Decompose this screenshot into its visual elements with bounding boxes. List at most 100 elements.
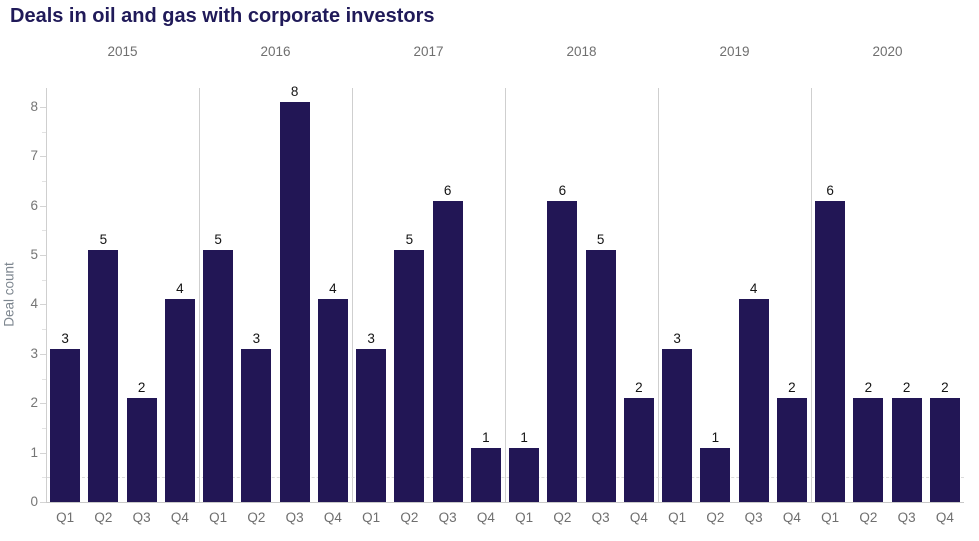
x-tick-label: Q1 [362,510,381,525]
bar-2020-Q2[interactable] [853,398,883,502]
bar-2015-Q2[interactable] [88,250,118,502]
x-tick-label: Q4 [170,510,189,525]
bar-2019-Q3[interactable] [739,299,769,502]
bar-2017-Q3[interactable] [433,201,463,502]
y-tick-label: 5 [30,247,38,262]
bar-value-label: 2 [941,380,949,395]
x-tick-label: Q1 [668,510,687,525]
x-tick-label: Q2 [706,510,725,525]
bar-2017-Q1[interactable] [356,349,386,502]
x-tick-label: Q2 [400,510,419,525]
bar-value-label: 2 [137,380,146,395]
bar-value-label: 5 [405,232,414,247]
y-tick-label: 7 [30,148,38,163]
bar-value-label: 6 [443,183,452,198]
bar-value-label: 3 [252,331,261,346]
bar-2015-Q4[interactable] [165,299,195,502]
bar-value-label: 2 [788,380,796,395]
y-tick-mark [40,502,46,503]
bar-value-label: 4 [176,281,184,296]
y-tick-mark [40,354,46,355]
y-tick-label: 6 [30,198,38,213]
x-tick-label: Q2 [247,510,266,525]
x-tick-label: Q1 [209,510,228,525]
x-tick-label: Q1 [821,510,840,525]
y-tick-mark [40,304,46,305]
bar-2016-Q4[interactable] [318,299,348,502]
year-separator [811,88,812,502]
bar-2016-Q3[interactable] [280,102,310,502]
x-tick-label: Q3 [438,510,457,525]
y-tick-label: 8 [30,99,38,114]
bar-2017-Q4[interactable] [471,448,501,502]
bar-value-label: 5 [214,232,222,247]
y-minor-tick-mark [42,280,46,281]
y-tick-label: 0 [30,494,38,509]
y-axis-line [46,88,47,502]
x-tick-label: Q3 [132,510,151,525]
year-label: 2017 [413,44,444,59]
y-tick-label: 1 [30,445,38,460]
y-tick-label: 4 [30,296,38,311]
bar-2015-Q1[interactable] [50,349,80,502]
y-tick-mark [40,453,46,454]
bar-value-label: 3 [367,331,375,346]
year-label: 2018 [566,44,597,59]
y-tick-mark [40,156,46,157]
bar-2018-Q2[interactable] [547,201,577,502]
y-tick-mark [40,107,46,108]
bar-2016-Q2[interactable] [241,349,271,502]
x-tick-label: Q3 [744,510,763,525]
y-tick-mark [40,403,46,404]
minor-gridline [47,477,964,478]
x-tick-label: Q1 [56,510,75,525]
bar-2018-Q1[interactable] [509,448,539,502]
x-tick-label: Q4 [782,510,801,525]
y-tick-label: 3 [30,346,38,361]
y-tick-mark [40,255,46,256]
bar-value-label: 1 [711,430,720,445]
x-tick-label: Q4 [476,510,495,525]
bar-2018-Q4[interactable] [624,398,654,502]
bar-2018-Q3[interactable] [586,250,616,502]
bar-value-label: 2 [902,380,911,395]
bar-2020-Q3[interactable] [892,398,922,502]
x-axis-line [46,502,964,503]
bar-2015-Q3[interactable] [127,398,157,502]
bar-2017-Q2[interactable] [394,250,424,502]
bar-2016-Q1[interactable] [203,250,233,502]
y-tick-label: 2 [30,395,38,410]
y-minor-tick-mark [42,329,46,330]
year-label: 2019 [719,44,750,59]
bar-2019-Q1[interactable] [662,349,692,502]
year-label: 2015 [107,44,138,59]
x-tick-label: Q1 [515,510,534,525]
bar-2019-Q2[interactable] [700,448,730,502]
x-tick-label: Q2 [553,510,572,525]
year-separator [199,88,200,502]
bar-value-label: 8 [290,84,299,99]
year-label: 2020 [872,44,903,59]
bar-value-label: 3 [673,331,681,346]
bar-value-label: 1 [482,430,490,445]
bar-value-label: 4 [329,281,337,296]
bar-2020-Q1[interactable] [815,201,845,502]
x-tick-label: Q2 [94,510,113,525]
y-minor-tick-mark [42,181,46,182]
bar-2019-Q4[interactable] [777,398,807,502]
bar-value-label: 4 [749,281,758,296]
year-separator [505,88,506,502]
y-tick-mark [40,206,46,207]
bar-value-label: 1 [520,430,528,445]
bar-value-label: 5 [99,232,108,247]
x-tick-label: Q3 [591,510,610,525]
bar-2020-Q4[interactable] [930,398,960,502]
year-separator [352,88,353,502]
bar-value-label: 5 [596,232,605,247]
year-separator [658,88,659,502]
bar-value-label: 6 [826,183,834,198]
x-tick-label: Q3 [285,510,304,525]
bar-value-label: 3 [61,331,69,346]
x-tick-label: Q2 [859,510,878,525]
